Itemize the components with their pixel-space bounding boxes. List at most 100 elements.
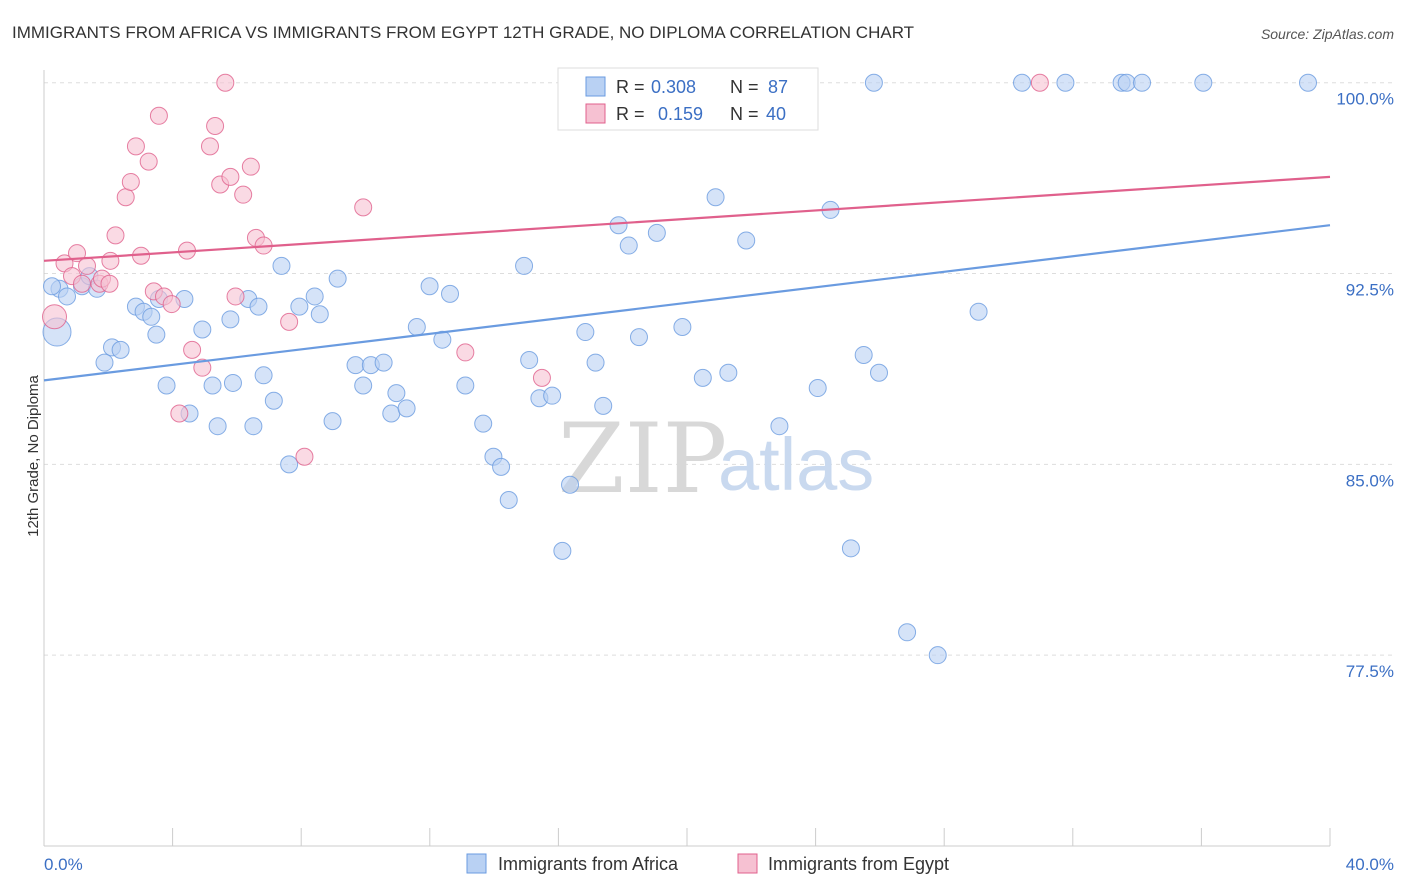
watermark: ZIP atlas [558, 403, 874, 515]
egypt-point-37 [456, 343, 475, 362]
legend-r-value-africa: 0.308 [651, 77, 696, 97]
legend-n-label-africa: N = [730, 77, 759, 97]
bottom-legend-swatch-egypt [737, 853, 758, 874]
africa-point-84 [1194, 73, 1213, 92]
trend-lines [43, 175, 1331, 382]
africa-point-77 [928, 646, 947, 665]
legend-r-label-africa: R = [616, 77, 645, 97]
watermark-zip: ZIP [558, 403, 727, 515]
egypt-point-0 [42, 304, 67, 330]
africa-point-42 [420, 277, 439, 296]
egypt-point-28 [221, 167, 240, 186]
x-axis-ticks [43, 828, 1331, 846]
egypt-point-29 [226, 287, 245, 306]
africa-point-10 [111, 340, 130, 359]
africa-point-2 [58, 287, 76, 306]
africa-point-35 [354, 376, 373, 395]
legend-r-label-egypt: R = [616, 104, 645, 124]
africa-point-54 [561, 475, 580, 494]
africa-point-66 [719, 363, 738, 382]
egypt-point-11 [116, 188, 135, 207]
egypt-point-38 [532, 368, 551, 387]
y-tick-label-1: 92.5% [1346, 281, 1394, 300]
africa-point-26 [264, 391, 283, 410]
africa-trend-line [43, 224, 1331, 382]
africa-point-17 [193, 320, 212, 339]
africa-point-14 [157, 376, 176, 395]
africa-point-79 [1013, 73, 1032, 92]
africa-point-49 [499, 490, 518, 509]
egypt-point-15 [139, 152, 158, 171]
africa-point-76 [898, 623, 917, 642]
africa-point-39 [387, 384, 406, 403]
y-tick-label-3: 77.5% [1346, 662, 1394, 681]
egypt-point-39 [1030, 73, 1049, 92]
egypt-point-20 [170, 404, 189, 423]
chart-source: Source: ZipAtlas.com [1261, 26, 1394, 42]
egypt-point-4 [73, 274, 91, 293]
africa-point-82 [1117, 73, 1136, 92]
bottom-legend-egypt: Immigrants from Egypt [768, 854, 949, 874]
africa-point-83 [1133, 73, 1152, 92]
africa-point-34 [346, 356, 365, 375]
africa-point-65 [706, 188, 725, 207]
africa-point-33 [328, 269, 347, 288]
egypt-point-9 [101, 251, 120, 270]
africa-point-80 [1056, 73, 1075, 92]
egypt-point-25 [206, 116, 225, 135]
africa-point-41 [407, 317, 426, 336]
bottom-legend-africa: Immigrants from Africa [498, 854, 679, 874]
egypt-point-30 [234, 185, 253, 204]
bottom-legend-swatch-africa [466, 853, 487, 874]
africa-point-63 [673, 317, 692, 336]
africa-point-29 [290, 297, 309, 316]
africa-point-43 [433, 330, 452, 349]
africa-point-24 [249, 297, 268, 316]
africa-point-21 [223, 373, 242, 392]
legend-n-value-egypt: 40 [766, 104, 786, 124]
africa-point-50 [515, 256, 534, 275]
y-tick-label-0: 100.0% [1336, 90, 1394, 109]
egypt-point-13 [126, 137, 145, 156]
egypt-point-27 [216, 73, 235, 92]
africa-point-32 [323, 412, 342, 431]
egypt-point-10 [106, 226, 125, 245]
africa-point-62 [647, 223, 666, 242]
africa-point-23 [244, 417, 263, 436]
africa-point-45 [456, 376, 475, 395]
africa-point-11 [142, 307, 161, 326]
africa-point-20 [221, 310, 240, 329]
egypt-point-5 [78, 256, 96, 275]
egypt-point-23 [193, 358, 212, 377]
africa-point-86 [43, 277, 61, 296]
series-africa-points [42, 73, 1317, 665]
egypt-point-24 [200, 137, 219, 156]
africa-point-28 [280, 455, 299, 474]
africa-point-74 [870, 363, 889, 382]
series-legend: Immigrants from Africa Immigrants from E… [466, 853, 949, 874]
x-tick-label-min: 0.0% [44, 855, 83, 874]
africa-point-58 [594, 396, 613, 415]
africa-point-75 [864, 73, 883, 92]
africa-point-44 [441, 284, 460, 303]
africa-point-55 [553, 541, 572, 560]
legend-swatch-africa [585, 76, 606, 97]
watermark-atlas: atlas [718, 423, 874, 506]
africa-point-69 [770, 417, 789, 436]
africa-point-78 [969, 302, 988, 321]
africa-point-18 [203, 376, 222, 395]
egypt-point-19 [162, 295, 181, 314]
africa-point-40 [397, 399, 416, 418]
egypt-point-17 [149, 106, 168, 125]
africa-point-31 [310, 305, 329, 324]
x-tick-label-max: 40.0% [1346, 855, 1394, 874]
africa-point-7 [95, 353, 114, 372]
africa-point-70 [808, 379, 827, 398]
africa-point-73 [854, 345, 873, 364]
egypt-point-22 [183, 340, 202, 359]
africa-point-60 [619, 236, 638, 255]
egypt-point-8 [100, 274, 119, 293]
africa-point-25 [254, 366, 273, 385]
egypt-point-34 [280, 312, 299, 331]
